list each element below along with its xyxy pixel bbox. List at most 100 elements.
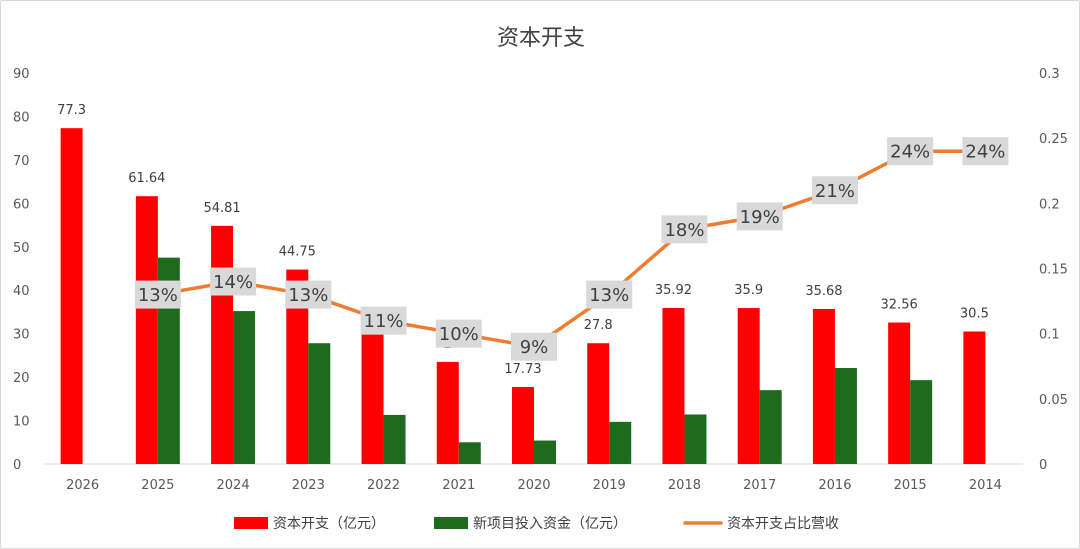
left-tick-label: 10 — [13, 415, 30, 430]
right-tick-label: 0 — [1039, 458, 1047, 473]
x-tick-label: 2015 — [894, 478, 927, 493]
ratio-data-label: 13% — [288, 285, 328, 306]
left-tick-label: 40 — [13, 284, 30, 299]
new-project-bar — [609, 421, 632, 464]
left-tick-label: 60 — [13, 197, 30, 212]
ratio-label-box — [811, 176, 858, 205]
legend-swatch — [434, 517, 468, 529]
capex-bar — [512, 386, 534, 464]
left-tick-label: 0 — [13, 458, 21, 473]
new-project-bar — [759, 390, 782, 464]
legend: 资本开支（亿元） 新项目投入资金（亿元） 资本开支占比营收 — [234, 516, 839, 532]
capex-bar — [812, 308, 835, 464]
capex-data-label: 54.81 — [203, 201, 240, 216]
new-project-bar — [534, 440, 556, 464]
ratio-label-box — [210, 267, 257, 296]
ratio-data-label: 24% — [890, 142, 930, 163]
new-project-bar — [233, 311, 256, 464]
x-tick-label: 2020 — [517, 478, 550, 493]
capex-bar — [436, 361, 459, 464]
capex-data-label: 77.3 — [57, 103, 86, 118]
capex-bar — [662, 307, 685, 464]
ratio-line-group: 13% 14% 13% 11% 10% 9% 13% 18% 19% 21% 24% 24% — [134, 137, 1009, 361]
capex-data-label: 61.64 — [128, 171, 165, 186]
new-project-bar — [458, 442, 481, 464]
bar-labels-group: 77.361.6454.8144.75217.7327.835.9235.935… — [57, 103, 989, 377]
left-tick-label: 90 — [13, 67, 30, 82]
x-tick-label: 2014 — [969, 478, 1002, 493]
capex-bar — [587, 343, 610, 464]
ratio-label-box — [962, 137, 1009, 166]
left-tick-label: 30 — [13, 328, 30, 343]
right-tick-label: 0.1 — [1039, 328, 1060, 343]
capex-data-label: 27.8 — [584, 318, 613, 333]
new-project-bar — [910, 380, 933, 464]
x-tick-label: 2024 — [217, 478, 250, 493]
left-tick-label: 70 — [13, 154, 30, 169]
ratio-label-box — [435, 319, 482, 348]
ratio-label-box — [285, 280, 332, 309]
capex-bar — [135, 196, 158, 465]
ratio-data-label: 13% — [589, 285, 629, 306]
ratio-data-label: 13% — [138, 285, 178, 306]
ratio-label-box — [134, 280, 181, 309]
capex-data-label: 32.56 — [881, 298, 918, 313]
capex-data-label: 30.5 — [960, 306, 989, 321]
capex-bar — [963, 331, 986, 464]
bars-group — [60, 128, 986, 465]
ratio-label-box — [887, 137, 934, 166]
capex-bar — [211, 225, 234, 464]
ratio-label-box — [360, 306, 407, 335]
right-tick-label: 0.3 — [1039, 67, 1060, 82]
ratio-label-box — [511, 332, 557, 361]
capex-data-label: 35.68 — [805, 284, 842, 299]
x-tick-label: 2016 — [818, 478, 851, 493]
ratio-data-label: 18% — [664, 220, 704, 241]
new-project-bar — [157, 257, 180, 464]
x-tick-label: 2021 — [442, 478, 475, 493]
x-tick-label: 2023 — [292, 478, 325, 493]
x-tick-label: 2018 — [668, 478, 701, 493]
ratio-label-box — [736, 202, 783, 231]
left-tick-label: 50 — [13, 241, 30, 256]
capex-bar — [286, 269, 309, 464]
left-tick-label: 80 — [13, 110, 30, 125]
ratio-data-label: 21% — [815, 181, 855, 202]
x-tick-label: 2026 — [66, 478, 99, 493]
new-project-bar — [383, 414, 406, 464]
right-tick-label: 0.05 — [1039, 393, 1068, 408]
capex-bar — [737, 308, 760, 464]
left-axis-ticks: 0 10 20 30 40 50 60 70 80 90 — [13, 67, 30, 473]
right-tick-label: 0.15 — [1039, 263, 1068, 278]
right-axis-ticks: 0 0.05 0.1 0.15 0.2 0.25 0.3 — [1039, 67, 1068, 473]
capex-bar — [888, 322, 911, 464]
new-project-bar — [308, 343, 331, 464]
legend-label: 资本开支占比营收 — [727, 516, 839, 532]
ratio-data-label: 11% — [364, 311, 404, 332]
right-tick-label: 0.2 — [1039, 197, 1060, 212]
right-tick-label: 0.25 — [1039, 132, 1068, 147]
x-tick-label: 2017 — [743, 478, 776, 493]
x-tick-label: 2025 — [141, 478, 174, 493]
legend-label: 资本开支（亿元） — [273, 516, 385, 532]
capex-data-label: 17.73 — [504, 362, 541, 377]
chart-title: 资本开支 — [497, 26, 585, 51]
ratio-data-label: 19% — [740, 207, 780, 228]
legend-swatch — [234, 517, 268, 529]
ratio-data-label: 9% — [520, 337, 549, 358]
capex-data-label: 35.92 — [655, 283, 692, 298]
new-project-bar — [684, 414, 707, 464]
capex-bar — [60, 128, 83, 464]
capex-data-label: 35.9 — [734, 283, 763, 298]
ratio-data-label: 24% — [965, 142, 1005, 163]
x-axis-ticks: 2026 2025 2024 2023 2022 2021 2020 2019 2018 2017… — [66, 478, 1002, 493]
left-tick-label: 20 — [13, 371, 30, 386]
ratio-label-box — [661, 215, 708, 244]
ratio-data-label: 14% — [213, 272, 253, 293]
x-tick-label: 2022 — [367, 478, 400, 493]
capex-bar — [361, 333, 384, 464]
ratio-data-label: 10% — [439, 324, 479, 345]
ratio-label-box — [586, 280, 633, 309]
